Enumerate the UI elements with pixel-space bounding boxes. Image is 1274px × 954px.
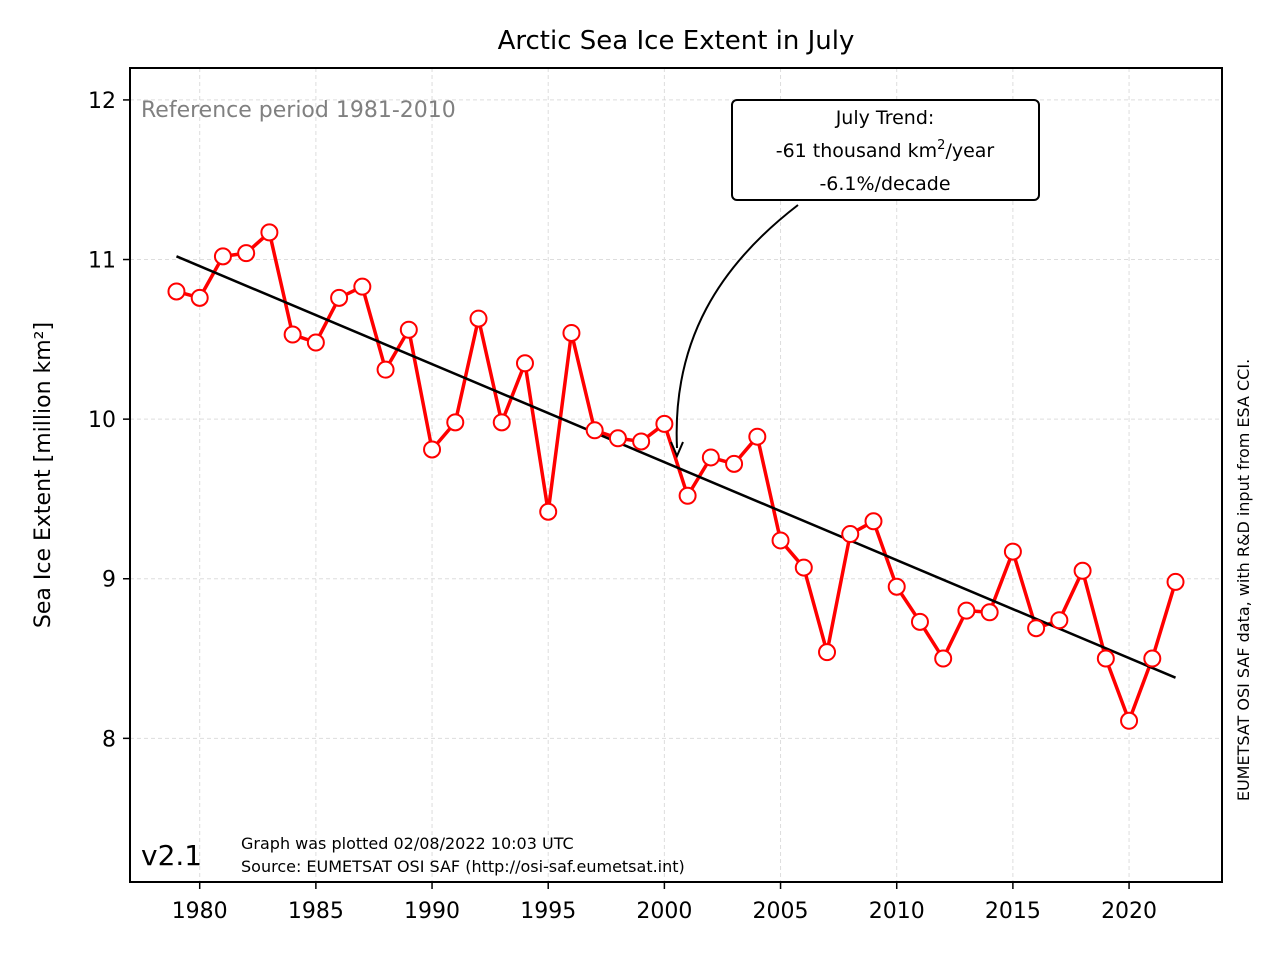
data-point (957, 601, 976, 620)
data-point (1143, 649, 1162, 668)
data-point (655, 414, 674, 433)
data-point (1050, 611, 1069, 630)
data-point (910, 612, 929, 631)
trend-box-line2-suffix: /year (945, 140, 994, 162)
data-point (748, 427, 767, 446)
data-point (515, 354, 534, 373)
data-point (934, 649, 953, 668)
data-point (539, 502, 558, 521)
data-point (1120, 711, 1139, 730)
y-axis-ticks: 8 9 10 11 12 (88, 89, 130, 752)
trend-arrow-head (670, 441, 684, 459)
x-tick-label: 1990 (404, 899, 460, 924)
data-point (864, 512, 883, 531)
y-tick-label: 9 (102, 568, 116, 593)
x-tick-label: 2010 (869, 899, 925, 924)
data-point (794, 558, 813, 577)
y-tick-label: 12 (88, 89, 116, 114)
trend-box-line3: -6.1%/decade (819, 173, 950, 195)
x-tick-label: 1985 (288, 899, 344, 924)
x-tick-label: 1995 (520, 899, 576, 924)
data-point (469, 309, 488, 328)
y-tick-label: 11 (88, 249, 116, 274)
data-point (678, 486, 697, 505)
x-tick-label: 2005 (753, 899, 809, 924)
data-point (1096, 649, 1115, 668)
data-point (306, 333, 325, 352)
x-axis-ticks: 1980 1985 1990 1995 2000 2005 2010 2015 2020 (172, 882, 1157, 924)
x-tick-label: 2015 (985, 899, 1041, 924)
x-tick-label: 1980 (172, 899, 228, 924)
trend-box-line2-sup: 2 (937, 138, 945, 153)
trend-arrow (675, 204, 799, 449)
data-point (701, 448, 720, 467)
x-tick-label: 2020 (1101, 899, 1157, 924)
series-layer (167, 223, 1185, 730)
side-credit: EUMETSAT OSI SAF data, with R&D input fr… (1234, 359, 1253, 801)
chart-title: Arctic Sea Ice Extent in July (498, 26, 855, 56)
data-point (237, 244, 256, 263)
plot-frame (129, 67, 1223, 883)
data-point (353, 277, 372, 296)
plotted-timestamp: Graph was plotted 02/08/2022 10:03 UTC (241, 834, 574, 853)
data-point (585, 421, 604, 440)
data-point (725, 454, 744, 473)
version-label: v2.1 (141, 839, 202, 872)
trend-box-line1: July Trend: (835, 107, 935, 129)
reference-period-label: Reference period 1981-2010 (141, 98, 456, 123)
data-point (423, 440, 442, 459)
trend-line (175, 255, 1177, 679)
trend-box-line2-prefix: -61 thousand km (776, 140, 937, 162)
data-point (190, 288, 209, 307)
data-point (632, 432, 651, 451)
data-point (1003, 542, 1022, 561)
data-point (1073, 561, 1092, 580)
data-point (167, 282, 186, 301)
data-point (213, 247, 232, 266)
data-point (562, 323, 581, 342)
data-point (818, 643, 837, 662)
data-point (446, 413, 465, 432)
data-point (1027, 619, 1046, 638)
y-tick-label: 8 (102, 727, 116, 752)
data-point (771, 531, 790, 550)
data-point (376, 360, 395, 379)
data-point (1166, 572, 1185, 591)
data-point (260, 223, 279, 242)
x-tick-label: 2000 (636, 899, 692, 924)
data-point (887, 577, 906, 596)
y-axis-label: Sea Ice Extent [million km²] (31, 322, 56, 628)
data-point (841, 525, 860, 544)
y-tick-label: 10 (88, 408, 116, 433)
data-point (492, 413, 511, 432)
source-credit: Source: EUMETSAT OSI SAF (http://osi-saf… (241, 857, 685, 876)
data-point (399, 320, 418, 339)
data-point (330, 288, 349, 307)
data-point (980, 603, 999, 622)
data-point (608, 429, 627, 448)
trend-box (731, 99, 1040, 201)
data-point (283, 325, 302, 344)
trend-box-line2: -61 thousand km2/year (776, 138, 995, 162)
